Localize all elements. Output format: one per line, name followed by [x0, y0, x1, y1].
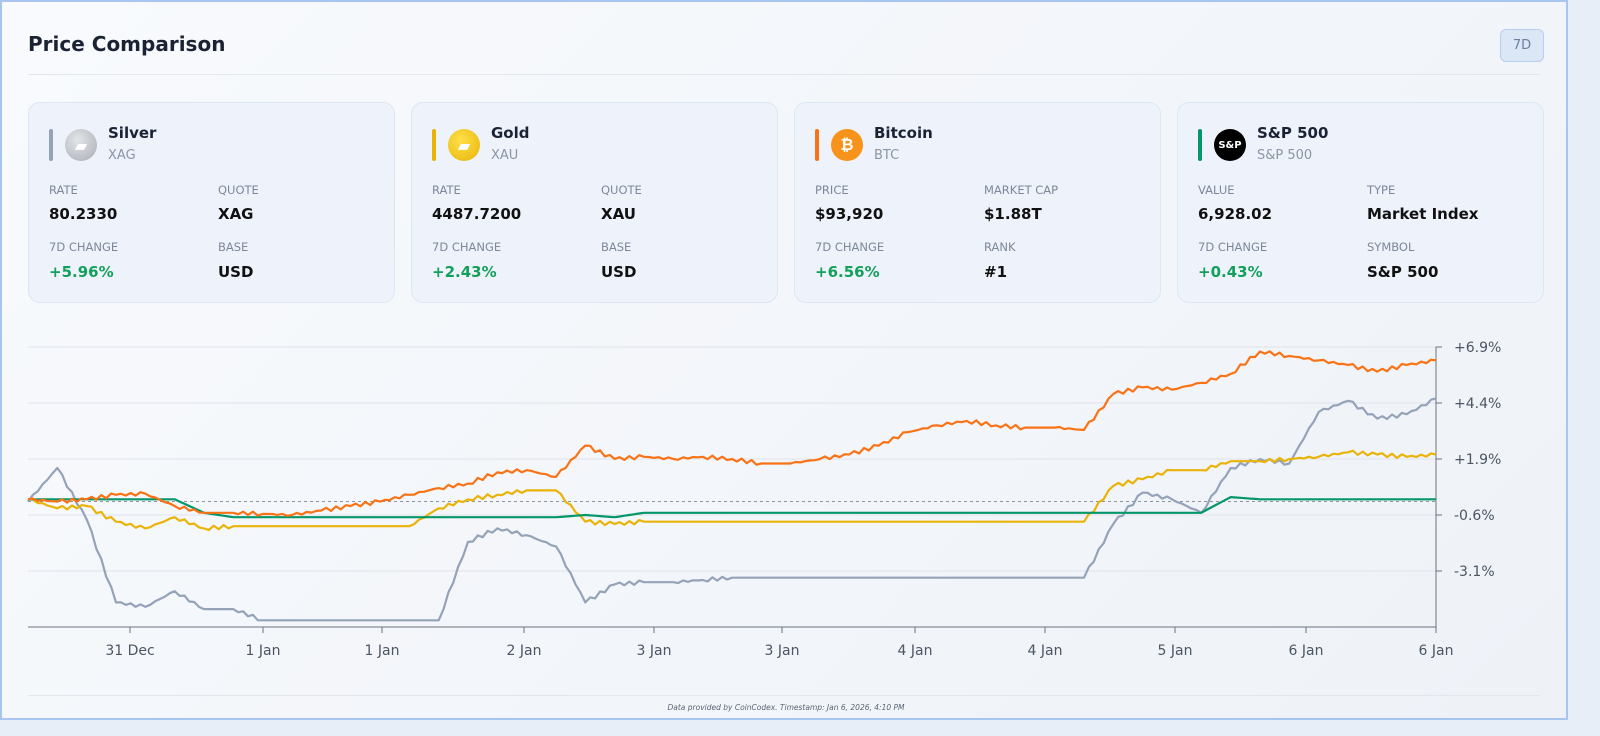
- y-tick-label: +1.9%: [1454, 452, 1501, 468]
- asset-card-xau: ▰ Gold XAU RATE 4487.7200 QUOTE XAU 7D C…: [411, 102, 778, 303]
- series-line-sp500: [27, 496, 1436, 519]
- x-tick-label: 31 Dec: [105, 643, 154, 659]
- asset-name: S&P 500: [1257, 124, 1329, 142]
- x-tick-label: 1 Jan: [246, 643, 281, 659]
- x-tick-label: 4 Jan: [898, 643, 933, 659]
- value-4: USD: [601, 263, 637, 281]
- gold-bar-icon: ▰: [448, 129, 480, 161]
- header-divider: [28, 74, 1540, 75]
- asset-card-xag: ▰ Silver XAG RATE 80.2330 QUOTE XAG 7D C…: [28, 102, 395, 303]
- asset-symbol: XAG: [108, 148, 136, 163]
- x-tick-label: 6 Jan: [1419, 643, 1454, 659]
- value-1: 80.2330: [49, 205, 118, 223]
- range-7d-button[interactable]: 7D: [1500, 29, 1544, 62]
- footer-attribution: Data provided by CoinCodex. Timestamp: J…: [667, 703, 905, 712]
- asset-symbol: XAU: [491, 148, 519, 163]
- label-1: PRICE: [815, 183, 849, 197]
- bitcoin-symbol: ₿: [840, 135, 854, 154]
- label-4: RANK: [984, 240, 1016, 254]
- y-tick-label: -3.1%: [1454, 564, 1495, 580]
- color-bar: [49, 129, 53, 161]
- change-7d: +2.43%: [432, 263, 497, 281]
- x-tick-label: 2 Jan: [507, 643, 542, 659]
- color-bar: [432, 129, 436, 161]
- x-tick-label: 3 Jan: [765, 643, 800, 659]
- value-4: S&P 500: [1367, 263, 1439, 281]
- change-7d: +5.96%: [49, 263, 114, 281]
- label-3: 7D CHANGE: [49, 240, 119, 254]
- page-title: Price Comparison: [28, 32, 226, 56]
- label-4: SYMBOL: [1367, 240, 1415, 254]
- silver-bar-icon: ▰: [65, 129, 97, 161]
- y-tick-label: +6.9%: [1454, 340, 1501, 356]
- value-1: 4487.7200: [432, 205, 522, 223]
- label-1: RATE: [432, 183, 461, 197]
- y-tick-label: -0.6%: [1454, 508, 1495, 524]
- asset-symbol: BTC: [874, 148, 900, 163]
- y-tick-label: +4.4%: [1454, 396, 1501, 412]
- asset-card-btc: ₿ Bitcoin BTC PRICE $93,920 MARKET CAP $…: [794, 102, 1161, 303]
- asset-card-sp500: S&P S&P 500 S&P 500 VALUE 6,928.02 TYPE …: [1177, 102, 1544, 303]
- label-2: TYPE: [1367, 183, 1396, 197]
- color-bar: [1198, 129, 1202, 161]
- color-bar: [815, 129, 819, 161]
- change-7d: +0.43%: [1198, 263, 1263, 281]
- label-3: 7D CHANGE: [815, 240, 885, 254]
- value-2: XAG: [218, 205, 254, 223]
- x-tick-label: 6 Jan: [1289, 643, 1324, 659]
- series-line-gold: [27, 449, 1437, 532]
- price-chart: +6.9% +4.4% +1.9% -0.6% -3.1% 31 Dec 1 Jan 1 Ja…: [27, 340, 1501, 659]
- label-2: QUOTE: [601, 183, 642, 197]
- bitcoin-icon: ₿: [831, 129, 863, 161]
- series-line-silver: [27, 397, 1437, 622]
- asset-name: Gold: [491, 124, 530, 142]
- label-2: QUOTE: [218, 183, 259, 197]
- value-4: USD: [218, 263, 254, 281]
- change-7d: +6.56%: [815, 263, 880, 281]
- series-line-bitcoin: [27, 350, 1437, 517]
- value-1: $93,920: [815, 205, 884, 223]
- sp500-icon: S&P: [1214, 129, 1246, 161]
- x-tick-label: 1 Jan: [365, 643, 400, 659]
- footer-divider: [28, 695, 1540, 696]
- value-2: $1.88T: [984, 205, 1042, 223]
- label-4: BASE: [218, 240, 249, 254]
- label-4: BASE: [601, 240, 632, 254]
- x-tick-label: 3 Jan: [637, 643, 672, 659]
- value-4: #1: [984, 263, 1008, 281]
- label-1: RATE: [49, 183, 78, 197]
- x-tick-label: 4 Jan: [1028, 643, 1063, 659]
- value-2: Market Index: [1367, 205, 1479, 223]
- asset-name: Bitcoin: [874, 124, 933, 142]
- value-2: XAU: [601, 205, 636, 223]
- label-2: MARKET CAP: [984, 183, 1059, 197]
- value-1: 6,928.02: [1198, 205, 1273, 223]
- label-3: 7D CHANGE: [432, 240, 502, 254]
- label-1: VALUE: [1198, 183, 1235, 197]
- x-tick-label: 5 Jan: [1158, 643, 1193, 659]
- asset-name: Silver: [108, 124, 157, 142]
- sp500-symbol: S&P: [1218, 139, 1242, 151]
- price-comparison-panel: Price Comparison 7D ▰ Silver XAG RATE 80…: [0, 0, 1568, 720]
- label-3: 7D CHANGE: [1198, 240, 1268, 254]
- asset-symbol: S&P 500: [1257, 148, 1313, 163]
